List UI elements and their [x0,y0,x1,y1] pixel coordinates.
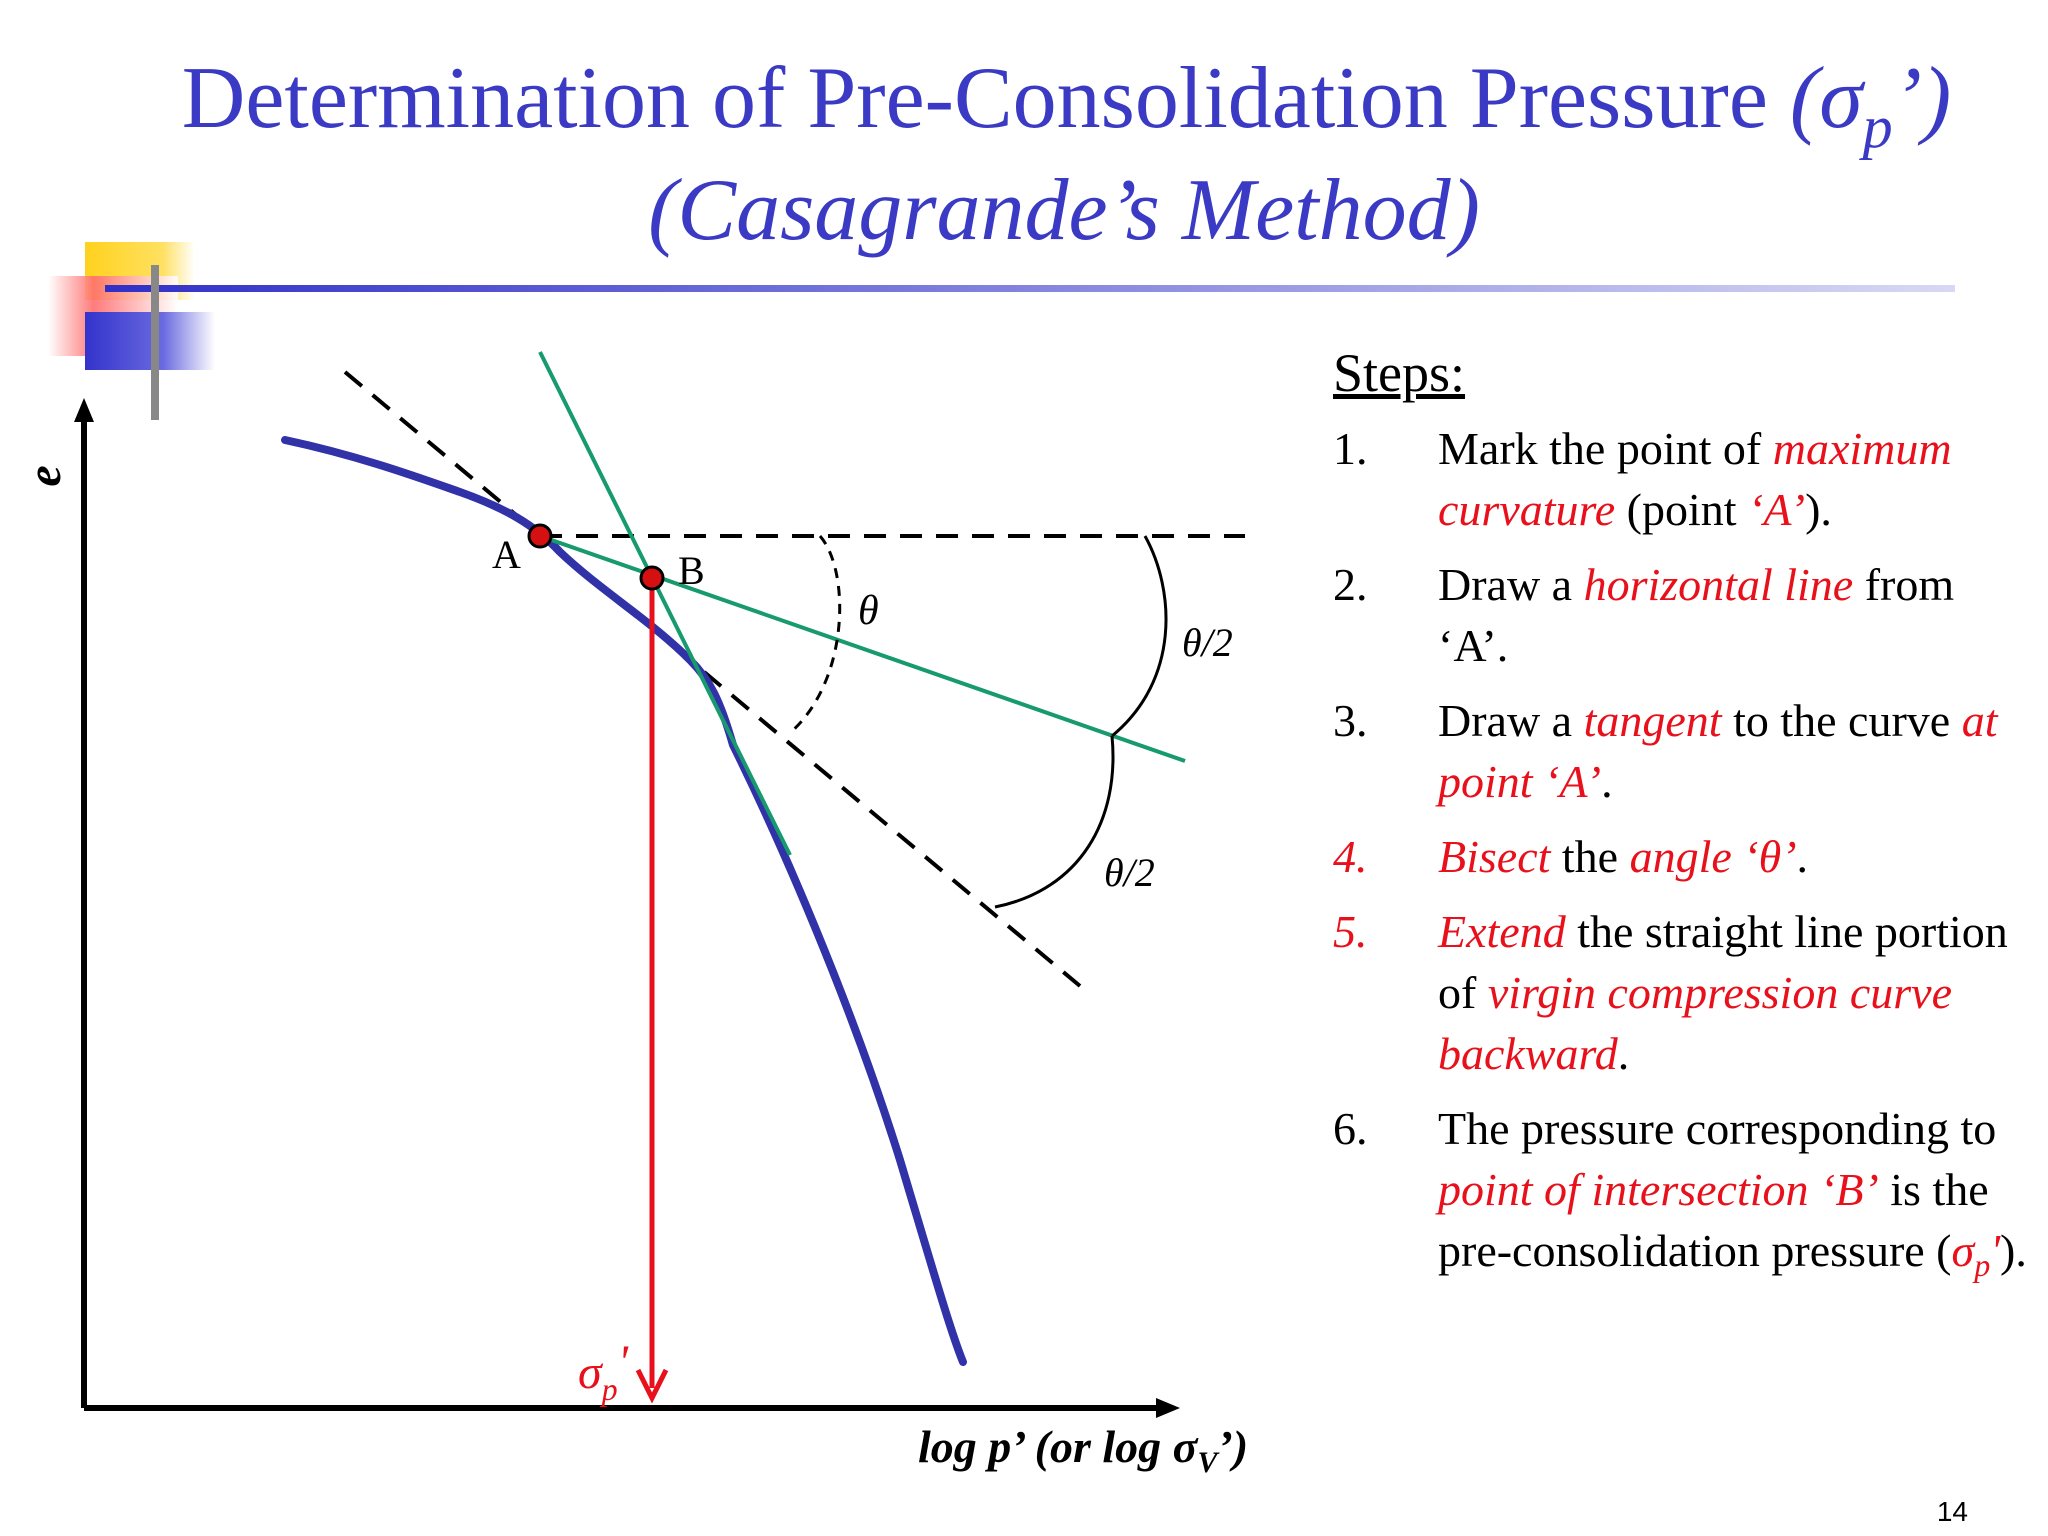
half-theta-label-lower: θ/2 [1104,850,1155,895]
x-axis-label: log p’ (or log σV’) [918,1421,1248,1479]
point-b-label: B [678,548,705,593]
x-axis-arrow [1156,1398,1180,1418]
point-b [639,565,665,591]
step-number: 2. [1333,559,1368,610]
step-6: 6. The pressure corresponding to point o… [1333,1098,2033,1296]
tangent-at-a [343,370,1082,988]
steps-panel: Steps: 1. Mark the point of maximum curv… [1333,342,2033,1310]
step-5: 5. Extend the straight line portion of v… [1333,901,2033,1084]
page-subtitle: (Casagrande’s Method) [648,162,1480,259]
corner-decoration [48,242,1955,420]
sigma-p-label: σp' [578,1336,629,1407]
upper-half-theta-arc [1111,535,1168,738]
page-title: Determination of Pre-Consolidation Press… [181,50,1952,160]
compression-curve [281,436,967,1366]
step-number: 3. [1333,695,1368,746]
step-4: 4. Bisect the angle ‘θ’. [1333,826,2033,887]
lower-half-theta-arc [994,735,1115,909]
step-3: 3. Draw a tangent to the curve at point … [1333,690,2033,812]
blue-block [85,312,215,370]
y-axis-arrow [74,398,94,422]
pressure-arrow [635,1368,669,1404]
step-number: 6. [1333,1103,1368,1154]
half-theta-label-upper: θ/2 [1182,620,1233,665]
gray-vertical-bar [151,265,159,420]
step-number: 5. [1333,906,1368,957]
theta-arc [789,535,842,735]
theta-label: θ [858,588,879,634]
virgin-compression-line [538,351,792,856]
page-number: 14 [1936,1496,1968,1527]
step-2: 2. Draw a horizontal line from ‘A’. [1333,554,2033,676]
bisector-line [539,534,1186,763]
step-number: 1. [1333,423,1368,474]
steps-heading: Steps: [1333,343,1466,403]
step-number: 4. [1333,831,1368,882]
point-a-label: A [492,532,521,577]
step-1: 1. Mark the point of maximum curvature (… [1333,418,2033,540]
title-underline [105,285,1955,292]
y-axis-label: e [18,465,71,486]
point-a [527,523,553,549]
